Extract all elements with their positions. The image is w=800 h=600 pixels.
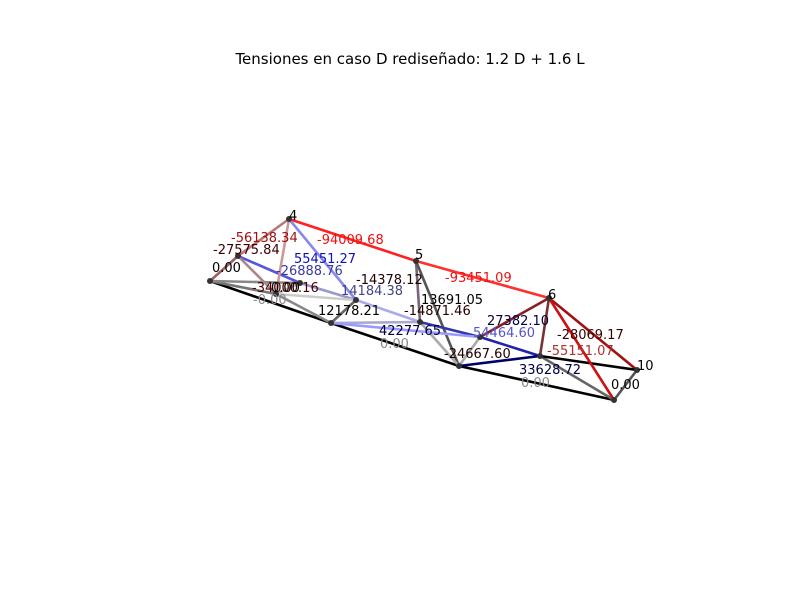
truss-member — [547, 296, 639, 372]
truss-member — [287, 217, 358, 302]
force-label: 0.00 — [521, 376, 550, 391]
truss-member — [329, 320, 422, 325]
force-label: -93451.09 — [445, 271, 512, 286]
force-label: 55451.27 — [294, 252, 356, 267]
force-label: 0.00 — [611, 378, 640, 393]
truss-member — [478, 335, 542, 358]
truss-member — [208, 279, 333, 325]
truss-member — [418, 320, 461, 368]
force-label: 0.00 — [380, 337, 409, 352]
figure-title: Tensiones en caso D rediseñado: 1.2 D + … — [234, 50, 585, 68]
truss-joint — [611, 397, 617, 403]
force-label: -14871.46 — [404, 304, 471, 319]
force-label: -14378.12 — [356, 273, 423, 288]
truss-member — [208, 279, 302, 285]
truss-joint — [328, 320, 334, 326]
force-label: -55151.07 — [547, 344, 614, 359]
truss-member — [418, 320, 482, 339]
truss-member — [274, 281, 302, 296]
truss-member — [414, 259, 422, 324]
truss-member — [236, 217, 291, 258]
truss-joint — [477, 334, 483, 340]
truss-member — [329, 321, 482, 339]
node-label-10: 10 — [637, 359, 654, 374]
force-label: -28069.17 — [557, 328, 624, 343]
truss-joint — [546, 295, 552, 301]
truss-member — [478, 296, 551, 339]
truss-member — [538, 354, 616, 402]
truss-member — [547, 296, 616, 402]
truss-member — [414, 259, 551, 300]
truss-member — [208, 254, 240, 283]
truss-member — [457, 354, 542, 368]
truss-member — [538, 296, 551, 358]
node-labels: 4 5 6 10 — [289, 209, 654, 374]
truss-joint — [235, 253, 241, 259]
truss-member — [208, 279, 278, 296]
truss-joint — [353, 297, 359, 303]
truss-member — [457, 364, 616, 402]
force-label: 0.00 — [271, 281, 300, 296]
truss-joint — [297, 280, 303, 286]
force-label: -0.00 — [253, 293, 287, 308]
truss-member — [538, 354, 639, 372]
truss-member — [287, 217, 418, 263]
truss-joint — [207, 278, 213, 284]
node-label-5: 5 — [415, 248, 423, 263]
truss-member — [274, 292, 358, 302]
truss-member — [329, 298, 358, 325]
force-label: 27382.10 — [487, 314, 549, 329]
force-label: 13691.05 — [421, 293, 483, 308]
truss-member — [612, 368, 639, 402]
force-label: -27575.84 — [213, 243, 280, 258]
force-label: -24667.60 — [444, 347, 511, 362]
node-label-6: 6 — [548, 288, 556, 303]
truss-members — [208, 217, 639, 402]
truss-joint — [286, 216, 292, 222]
force-label: 0.00 — [212, 261, 241, 276]
truss-member — [414, 259, 461, 368]
truss-joint — [456, 363, 462, 369]
force-label: 54464.60 — [473, 326, 535, 341]
force-label: -56138.34 — [231, 231, 298, 246]
force-label: -26888.76 — [276, 264, 343, 279]
member-force-labels: -56138.34 -94009.68 -27575.84 55451.27 0… — [212, 231, 640, 393]
force-label: 14184.38 — [341, 284, 403, 299]
force-label: 42277.65 — [379, 324, 441, 339]
truss-joints — [207, 216, 640, 403]
truss-member — [298, 281, 358, 302]
force-label: -34000.16 — [252, 281, 319, 296]
truss-joint — [634, 367, 640, 373]
force-label: -94009.68 — [317, 233, 384, 248]
force-label: 12178.21 — [318, 304, 380, 319]
node-label-4: 4 — [289, 209, 297, 224]
truss-joint — [413, 258, 419, 264]
truss-member — [329, 321, 461, 368]
truss-joint — [537, 353, 543, 359]
force-label: 33628.72 — [519, 363, 581, 378]
truss-joint — [273, 291, 279, 297]
truss-member — [236, 254, 302, 285]
truss-joint — [417, 319, 423, 325]
truss-member — [236, 254, 278, 296]
truss-member — [457, 335, 482, 368]
truss-member — [354, 298, 422, 324]
truss-member — [274, 292, 333, 325]
